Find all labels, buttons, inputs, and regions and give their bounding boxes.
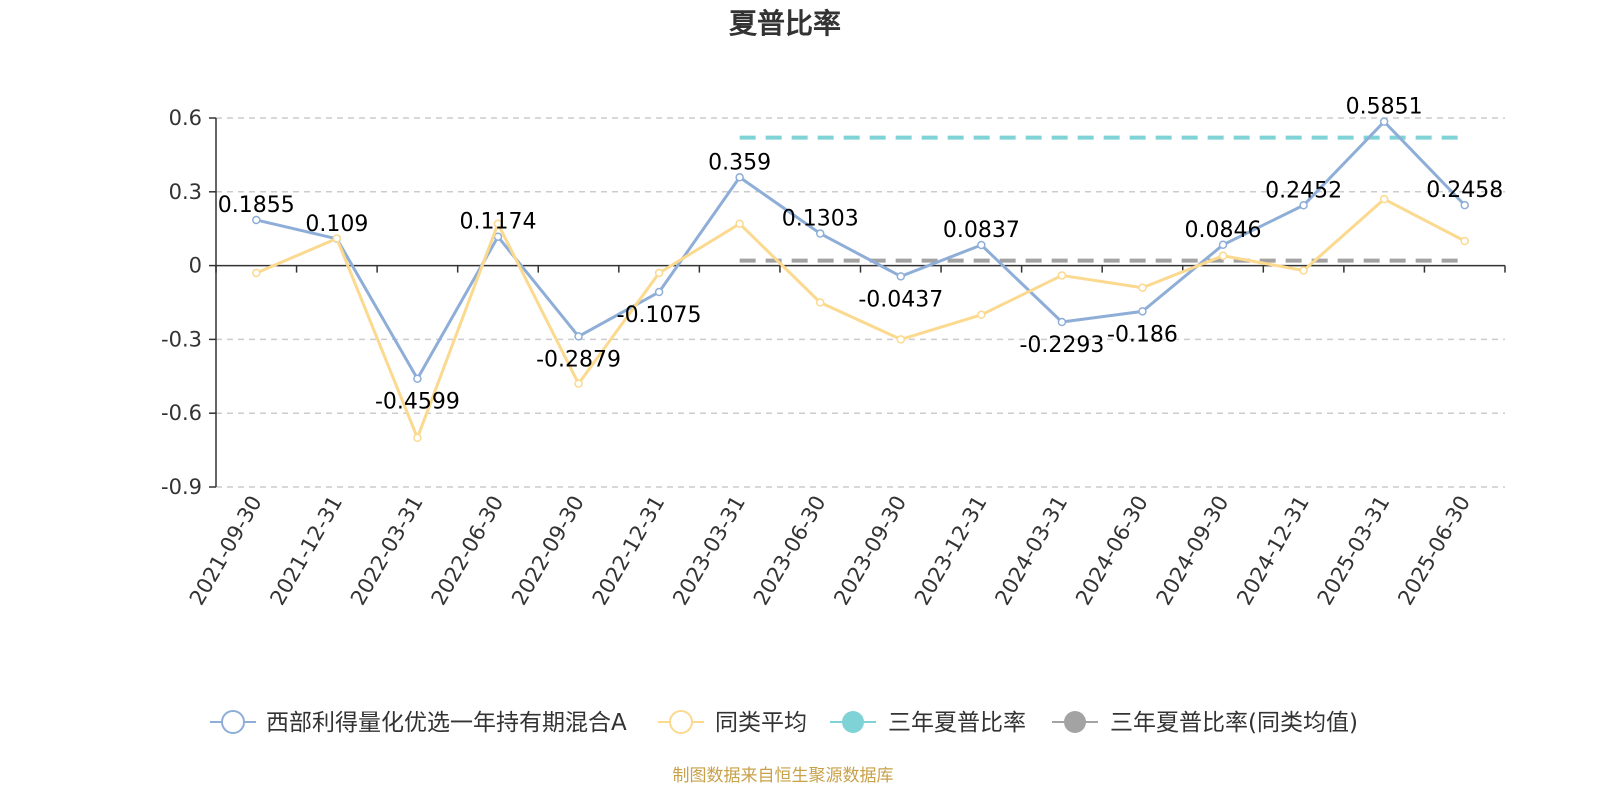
fund-data-label: 0.1855 [218,193,295,218]
legend-label-3y-sharpe: 三年夏普比率 [888,710,1026,736]
legend-item-peer-average[interactable]: 同类平均 [658,710,807,736]
peer-average-point [977,310,986,320]
x-tick-label: 2022-03-31 [346,492,428,610]
x-tick-label: 2024-06-30 [1071,492,1153,610]
fund-data-label: 0.0837 [943,218,1020,243]
y-tick-label: 0.6 [169,106,202,130]
fund-point [977,240,986,250]
legend-item-3y-sharpe-peer[interactable]: 三年夏普比率(同类均值) [1052,710,1358,736]
peer-average-point [1138,283,1147,292]
fund-point [896,272,906,281]
fund-data-label: 0.2452 [1265,178,1342,203]
fund-data-label: 0.5851 [1346,95,1423,120]
fund-point [1299,201,1308,210]
legend-marker-3y-sharpe [842,711,864,733]
legend-label-peer-average: 同类平均 [715,710,807,736]
legend-label-3y-sharpe-peer: 三年夏普比率(同类均值) [1110,710,1358,736]
y-tick-label: -0.6 [161,401,202,425]
legend[interactable]: 西部利得量化优选一年持有期混合A 同类平均 三年夏普比率 三年夏普比率(同类均值… [210,710,1358,736]
fund-point [574,332,583,341]
fund-data-label: 0.359 [708,150,771,175]
x-tick-label: 2022-12-31 [588,492,670,610]
gridlines [216,117,1505,488]
fund-point [735,173,744,182]
x-tick-label: 2022-06-30 [426,492,508,610]
y-tick-label: 0 [189,254,202,278]
fund-data-label: -0.4599 [375,390,460,415]
x-tick-label: 2023-09-30 [829,492,911,610]
x-tick-label: 2023-03-31 [668,492,750,610]
y-tick-label: 0.3 [169,180,202,204]
x-tick-label: 2025-06-30 [1393,492,1475,610]
fund-data-label: -0.1075 [617,303,702,328]
legend-marker-peer-average [669,710,693,734]
peer-average-point [654,268,664,278]
x-tick-label: 2024-03-31 [990,492,1072,610]
y-axis: 0.6 0.3 0 -0.3 -0.6 -0.9 [161,106,217,499]
fund-line [255,120,1466,381]
fund-point [252,215,261,225]
fund-point [1057,317,1067,327]
x-tick-label: 2023-12-31 [910,492,992,610]
fund-data-label: 0.1303 [782,207,859,232]
fund-data-label: 0.1174 [459,210,536,235]
fund-point [815,229,825,238]
fund-data-label: 0.0846 [1185,218,1262,243]
peer-average-point [1218,251,1228,261]
legend-item-fund[interactable]: 西部利得量化优选一年持有期混合A [210,710,627,736]
peer-average-point [1057,271,1067,280]
peer-average-point [574,379,583,388]
chart-title: 夏普比率 [729,7,841,40]
y-tick-label: -0.3 [161,327,202,351]
fund-data-label: -0.186 [1107,322,1178,347]
fund-point [654,287,664,297]
x-tick-label: 2023-06-30 [749,492,831,610]
fund-point [1218,240,1228,250]
x-tick-label: 2024-12-31 [1232,492,1314,610]
x-tick-label: 2021-09-30 [185,492,267,610]
series-layer [252,117,1469,443]
fund-point [413,374,422,383]
legend-item-3y-sharpe[interactable]: 三年夏普比率 [830,710,1026,736]
peer-average-point [896,335,906,344]
legend-label-fund: 西部利得量化优选一年持有期混合A [266,710,627,736]
x-tick-label: 2022-09-30 [507,492,589,610]
fund-data-label: 0.2458 [1426,178,1503,203]
source-note: 制图数据来自恒生聚源数据库 [673,766,894,786]
peer-average-point [1460,236,1469,246]
peer-average-point [493,219,503,229]
x-tick-label: 2024-09-30 [1152,492,1234,610]
y-tick-label: -0.9 [161,475,202,499]
x-tick-label: 2025-03-31 [1313,492,1395,610]
x-tick-label: 2021-12-31 [265,492,347,610]
legend-marker-fund [221,710,245,734]
peer-average-point [252,268,261,278]
peer-average-point [332,234,342,243]
peer-average-point [1299,266,1308,275]
fund-data-label: 0.109 [305,212,368,237]
fund-data-label: -0.2293 [1019,333,1104,358]
fund-data-label: -0.2879 [536,347,621,372]
reference-lines [739,135,1465,263]
peer-average-point [1379,194,1389,204]
fund-point [1138,307,1147,316]
peer-average-line [255,197,1466,440]
peer-average-point [413,433,422,443]
fund-point [1460,200,1469,210]
legend-marker-3y-sharpe-peer [1064,711,1086,733]
fund-point [1379,117,1389,126]
data-labels: 0.1855 0.109 -0.4599 0.1174 -0.2879 -0.1075 0.… [218,95,1503,415]
peer-average-point [735,219,744,229]
peer-average-point [815,298,825,307]
fund-data-label: -0.0437 [858,287,943,312]
